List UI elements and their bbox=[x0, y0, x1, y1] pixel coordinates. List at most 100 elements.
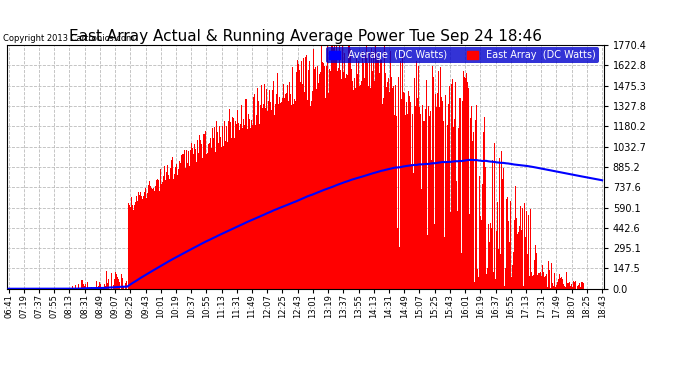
Bar bbox=[317, 60, 319, 289]
Bar bbox=[280, 104, 281, 289]
Bar bbox=[107, 283, 108, 289]
Bar bbox=[177, 176, 178, 289]
Bar bbox=[354, 78, 355, 289]
Bar bbox=[308, 106, 309, 289]
Bar bbox=[472, 275, 473, 289]
Bar bbox=[333, 48, 334, 289]
Bar bbox=[357, 74, 358, 289]
Bar bbox=[489, 242, 490, 289]
Bar bbox=[343, 72, 344, 289]
Bar bbox=[311, 100, 312, 289]
Bar bbox=[134, 205, 135, 289]
Bar bbox=[485, 167, 486, 289]
Bar bbox=[151, 188, 152, 289]
Bar bbox=[273, 81, 274, 289]
Title: East Array Actual & Running Average Power Tue Sep 24 18:46: East Array Actual & Running Average Powe… bbox=[69, 29, 542, 44]
Bar bbox=[168, 166, 170, 289]
Bar bbox=[465, 78, 466, 289]
Bar bbox=[337, 70, 338, 289]
Bar bbox=[578, 285, 579, 289]
Bar bbox=[189, 166, 190, 289]
Bar bbox=[240, 124, 241, 289]
Bar bbox=[175, 167, 176, 289]
Bar bbox=[539, 273, 540, 289]
Bar bbox=[199, 135, 200, 289]
Bar bbox=[69, 288, 70, 289]
Bar bbox=[214, 127, 215, 289]
Bar bbox=[174, 169, 175, 289]
Bar bbox=[239, 130, 240, 289]
Bar bbox=[327, 45, 328, 289]
Bar bbox=[494, 143, 495, 289]
Bar bbox=[128, 203, 129, 289]
Bar bbox=[247, 129, 248, 289]
Bar bbox=[262, 119, 264, 289]
Bar bbox=[545, 276, 546, 289]
Bar bbox=[123, 284, 124, 289]
Bar bbox=[393, 86, 394, 289]
Bar bbox=[503, 168, 504, 289]
Bar bbox=[449, 86, 450, 289]
Bar bbox=[400, 60, 401, 289]
Bar bbox=[338, 68, 339, 289]
Bar bbox=[323, 45, 324, 289]
Bar bbox=[176, 164, 177, 289]
Bar bbox=[564, 280, 566, 289]
Bar bbox=[442, 102, 443, 289]
Bar bbox=[470, 118, 471, 289]
Bar bbox=[303, 58, 304, 289]
Bar bbox=[142, 199, 143, 289]
Bar bbox=[228, 122, 229, 289]
Bar bbox=[512, 265, 513, 289]
Bar bbox=[345, 78, 346, 289]
Bar bbox=[83, 284, 84, 289]
Bar bbox=[525, 237, 526, 289]
Bar bbox=[191, 143, 192, 289]
Bar bbox=[460, 98, 461, 289]
Bar bbox=[431, 160, 432, 289]
Bar bbox=[103, 288, 104, 289]
Bar bbox=[350, 50, 351, 289]
Bar bbox=[209, 143, 210, 289]
Bar bbox=[170, 168, 171, 289]
Bar bbox=[347, 75, 348, 289]
Bar bbox=[112, 285, 114, 289]
Bar bbox=[181, 155, 182, 289]
Bar bbox=[551, 263, 552, 289]
Bar bbox=[563, 284, 564, 289]
Bar bbox=[381, 60, 382, 289]
Bar bbox=[477, 268, 478, 289]
Bar bbox=[575, 280, 576, 289]
Bar bbox=[332, 93, 333, 289]
Bar bbox=[518, 232, 519, 289]
Bar bbox=[328, 93, 329, 289]
Bar bbox=[208, 144, 209, 289]
Bar bbox=[475, 105, 477, 289]
Bar bbox=[362, 51, 363, 289]
Bar bbox=[341, 79, 342, 289]
Bar bbox=[244, 125, 245, 289]
Bar bbox=[233, 118, 234, 289]
Bar bbox=[382, 104, 383, 289]
Bar bbox=[461, 253, 462, 289]
Bar bbox=[268, 101, 269, 289]
Bar bbox=[187, 163, 188, 289]
Bar bbox=[401, 99, 402, 289]
Bar bbox=[535, 245, 536, 289]
Bar bbox=[158, 180, 159, 289]
Bar bbox=[322, 62, 323, 289]
Bar bbox=[567, 283, 568, 289]
Bar bbox=[541, 276, 542, 289]
Bar bbox=[353, 90, 354, 289]
Bar bbox=[566, 272, 567, 289]
Bar bbox=[188, 151, 189, 289]
Text: Copyright 2013 Cartronics.com: Copyright 2013 Cartronics.com bbox=[3, 34, 135, 43]
Bar bbox=[534, 260, 535, 289]
Bar bbox=[252, 125, 253, 289]
Bar bbox=[141, 196, 142, 289]
Bar bbox=[351, 69, 353, 289]
Bar bbox=[506, 199, 507, 289]
Bar bbox=[454, 119, 455, 289]
Bar bbox=[77, 288, 78, 289]
Bar bbox=[153, 188, 154, 289]
